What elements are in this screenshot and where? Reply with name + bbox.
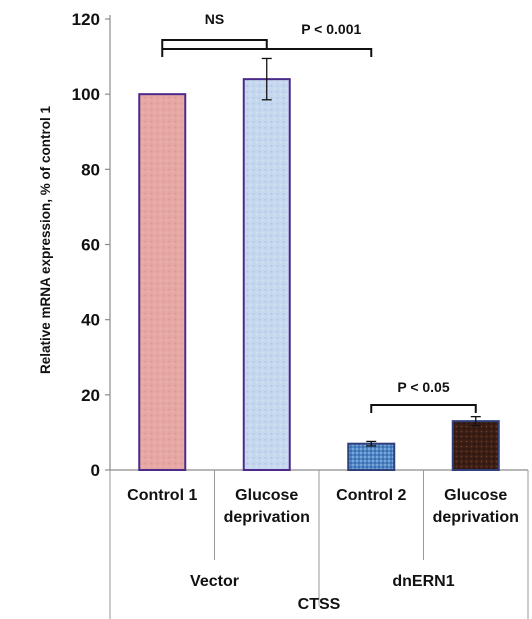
bar [242,78,291,471]
y-axis-label: Relative mRNA expression, % of control 1 [38,105,53,374]
bar [138,93,187,472]
significance-label: P < 0.001 [301,21,361,37]
group-label: Vector [190,573,239,590]
significance-label: P < 0.05 [397,379,450,395]
category-label: Glucose [444,487,507,504]
category-label: Control 2 [336,487,406,504]
bar [451,420,500,471]
significance-bracket [161,39,268,48]
y-tick-label: 20 [81,386,100,405]
significance-bracket [370,404,477,413]
group-label: dnERN1 [392,573,454,590]
y-tick-label: 120 [72,10,100,29]
category-label: deprivation [433,509,519,526]
category-label: Glucose [235,487,298,504]
y-tick-label: 40 [81,311,100,330]
y-tick-label: 60 [81,236,100,255]
category-label: deprivation [224,509,310,526]
y-tick-label: 100 [72,85,100,104]
bar [347,442,396,472]
category-label: Control 1 [127,487,197,504]
y-tick-label: 0 [91,461,100,480]
significance-bracket [161,48,373,57]
significance-label: NS [205,11,224,27]
gene-label: CTSS [298,596,341,613]
y-tick-label: 80 [81,160,100,179]
